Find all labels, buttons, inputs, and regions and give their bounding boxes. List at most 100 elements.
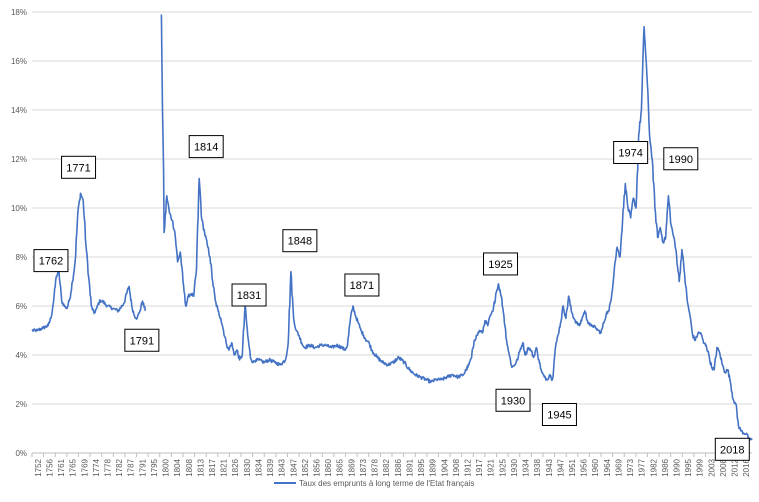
x-tick-label: 1787 (127, 458, 136, 476)
x-tick-label: 2003 (707, 458, 716, 476)
annotation-label: 1930 (501, 395, 525, 407)
x-tick-label: 1925 (498, 458, 507, 476)
x-tick-label: 1938 (533, 458, 542, 476)
x-tick-label: 1995 (684, 458, 693, 476)
annotation-box (282, 229, 318, 253)
annotation-2018: 2018 (714, 437, 750, 461)
x-tick-label: 1765 (69, 458, 78, 476)
x-tick-label: 1817 (208, 458, 217, 476)
annotation-box (663, 147, 699, 171)
annotation-box (495, 388, 531, 412)
x-tick-label: 1752 (34, 458, 43, 476)
x-tick-label: 1873 (359, 458, 368, 476)
annotation-label: 1945 (547, 410, 571, 422)
y-tick-label: 0% (15, 449, 27, 458)
y-axis: 0% 2% 4% 6% 8% 10% 12% 14% 16% 18% (11, 8, 27, 458)
x-tick-label: 1778 (103, 458, 112, 476)
x-tick-label: 1878 (371, 458, 380, 476)
x-tick-label: 1912 (463, 458, 472, 476)
y-tick-label: 4% (15, 351, 27, 360)
x-tick-label: 1813 (196, 458, 205, 476)
legend: Taux des emprunts à long terme de l'Etat… (274, 479, 474, 488)
x-tick-label: 1982 (649, 458, 658, 476)
x-tick-label: 1973 (626, 458, 635, 476)
x-tick-label: 1843 (278, 458, 287, 476)
annotation-label: 1762 (39, 256, 63, 268)
x-tick-label: 1986 (661, 458, 670, 476)
annotation-1945: 1945 (541, 403, 577, 426)
x-tick-label: 1869 (347, 458, 356, 476)
x-tick-label: 1795 (150, 458, 159, 476)
y-tick-label: 14% (11, 106, 27, 115)
y-tick-label: 18% (11, 8, 27, 17)
annotation-box (714, 437, 750, 461)
x-tick-label: 1791 (138, 458, 147, 476)
annotation-box (61, 155, 97, 179)
legend-label: Taux des emprunts à long terme de l'Etat… (299, 479, 474, 488)
annotation-label: 1814 (194, 142, 218, 154)
series-line (31, 14, 753, 442)
annotation-1930: 1930 (495, 388, 531, 412)
grid-lines (32, 11, 752, 405)
x-tick-label: 2008 (719, 458, 728, 476)
annotation-box (344, 273, 380, 297)
annotation-label: 1831 (237, 290, 261, 302)
x-tick-label: 1921 (487, 458, 496, 476)
x-tick-label: 1951 (568, 458, 577, 476)
annotation-label: 2018 (720, 444, 744, 456)
annotation-1925: 1925 (483, 252, 519, 276)
x-axis: 1752 1756 1761 1765 1769 1774 1778 1782 1787 1791… (31, 452, 752, 477)
x-tick-label: 2012 (731, 458, 740, 476)
annotation-1974: 1974 (613, 141, 649, 164)
y-tick-label: 8% (15, 253, 27, 262)
x-tick-label: 1895 (417, 458, 426, 476)
x-tick-label: 1882 (382, 458, 391, 476)
x-tick-label: 1808 (185, 458, 194, 476)
annotation-label: 1925 (488, 259, 512, 271)
x-tick-label: 1856 (313, 458, 322, 476)
y-tick-label: 2% (15, 400, 27, 409)
annotation-label: 1974 (618, 148, 642, 160)
x-tick-label: 1964 (603, 458, 612, 476)
x-tick-label: 1821 (220, 458, 229, 476)
x-tick-label: 1904 (440, 458, 449, 476)
annotation-label: 1990 (669, 154, 693, 166)
x-tick-label: 1977 (638, 458, 647, 476)
x-tick-label: 1908 (452, 458, 461, 476)
x-tick-label: 1865 (336, 458, 345, 476)
x-tick-label: 1852 (301, 458, 310, 476)
annotation-1848: 1848 (282, 229, 318, 253)
annotation-1990: 1990 (663, 147, 699, 171)
x-tick-label: 1960 (591, 458, 600, 476)
x-tick-label: 1834 (254, 458, 263, 476)
x-tick-label: 1769 (80, 458, 89, 476)
annotations: 1762 1771 1791 1814 1831 1848 1871 1925 1930 1945… (33, 135, 750, 461)
y-tick-label: 16% (11, 57, 27, 66)
x-tick-label: 1947 (556, 458, 565, 476)
x-tick-label: 1804 (173, 458, 182, 476)
x-tick-label: 1930 (510, 458, 519, 476)
x-tick-label: 1956 (580, 458, 589, 476)
x-tick-label: 1886 (394, 458, 403, 476)
x-tick-label: 1839 (266, 458, 275, 476)
x-tick-label: 1782 (115, 458, 124, 476)
annotation-1791: 1791 (124, 328, 160, 352)
y-tick-label: 12% (11, 155, 27, 164)
x-tick-label: 1990 (673, 458, 682, 476)
x-tick-label: 1761 (57, 458, 66, 476)
series-group (31, 14, 753, 442)
annotation-box (124, 328, 160, 352)
y-tick-label: 10% (11, 204, 27, 213)
x-tick-label: 2016 (742, 458, 751, 476)
x-tick-label: 1800 (162, 458, 171, 476)
x-tick-label: 1891 (405, 458, 414, 476)
annotation-label: 1848 (288, 236, 312, 248)
x-tick-label: 1830 (243, 458, 252, 476)
annotation-label: 1871 (350, 280, 374, 292)
x-tick-label: 1899 (429, 458, 438, 476)
x-tick-label: 1860 (324, 458, 333, 476)
y-tick-label: 6% (15, 302, 27, 311)
annotation-box (188, 135, 224, 159)
x-tick-label: 1826 (231, 458, 240, 476)
